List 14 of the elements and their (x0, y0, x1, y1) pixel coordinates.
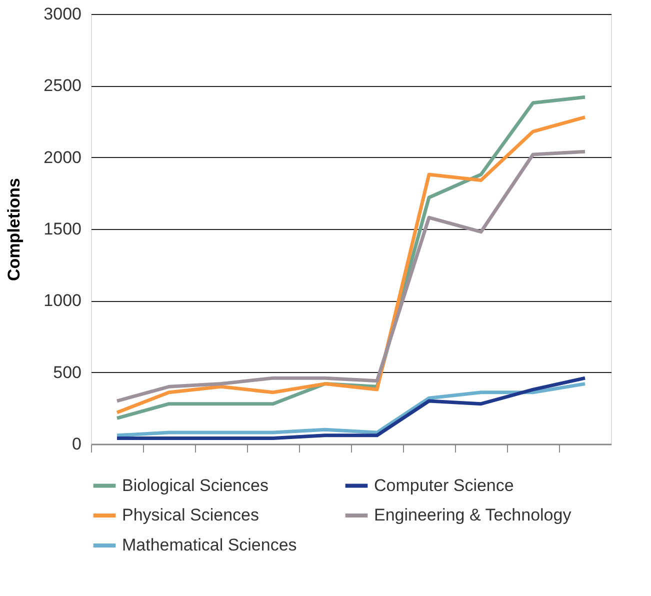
legend-label: Engineering & Technology (374, 506, 572, 524)
y-tick-label: 3000 (44, 4, 82, 24)
line-series (115, 150, 587, 403)
legend-label: Physical Sciences (122, 506, 260, 524)
y-axis-title: Completions (4, 178, 24, 281)
y-tick-label: 1000 (44, 291, 82, 310)
y-tick-label: 1500 (44, 220, 82, 238)
legend-label: Mathematical Sciences (122, 536, 297, 554)
y-tick-label: 0 (72, 434, 82, 454)
y-tick-label: 500 (53, 362, 82, 382)
legend-label: Computer Science (374, 476, 514, 495)
y-tick-label: 2000 (44, 148, 82, 167)
y-tick-label: 2500 (44, 76, 82, 96)
legend-label: Biological Sciences (122, 476, 268, 495)
